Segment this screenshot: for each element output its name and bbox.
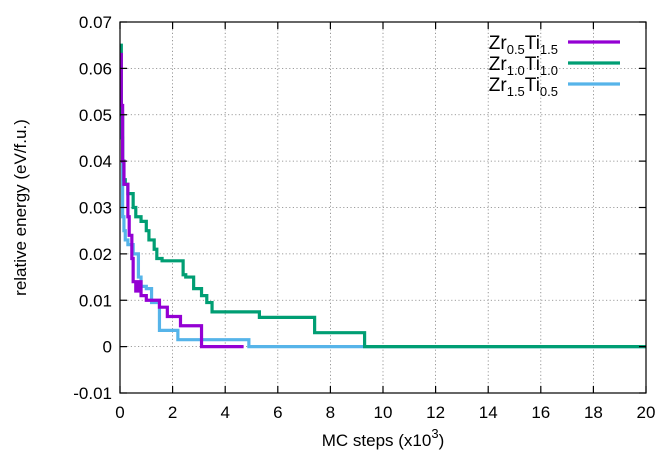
y-tick-label: 0.03 bbox=[79, 199, 112, 218]
x-tick-label: 18 bbox=[584, 403, 603, 422]
legend-label: Zr1.0Ti1.0 bbox=[489, 54, 558, 78]
x-tick-label: 12 bbox=[426, 403, 445, 422]
x-tick-label: 6 bbox=[273, 403, 282, 422]
x-tick-label: 20 bbox=[637, 403, 656, 422]
legend-item-2: Zr1.0Ti1.0 bbox=[489, 54, 620, 78]
y-axis-label: relative energy (eV/f.u.) bbox=[11, 119, 30, 296]
x-tick-label: 0 bbox=[115, 403, 124, 422]
y-tick-label: 0.07 bbox=[79, 13, 112, 32]
legend-item-3: Zr1.5Ti0.5 bbox=[489, 75, 620, 99]
ticks bbox=[119, 21, 647, 394]
y-tick-label: 0.04 bbox=[79, 152, 112, 171]
x-tick-label: 10 bbox=[374, 403, 393, 422]
x-tick-label: 14 bbox=[479, 403, 498, 422]
x-axis-label: MC steps (x103) bbox=[322, 426, 445, 450]
x-tick-label: 2 bbox=[168, 403, 177, 422]
y-tick-label: 0.01 bbox=[79, 291, 112, 310]
series-line-1 bbox=[120, 52, 244, 349]
grid bbox=[120, 22, 646, 393]
legend-label: Zr1.5Ti0.5 bbox=[489, 75, 558, 99]
series-group bbox=[120, 43, 646, 349]
x-tick-label: 4 bbox=[220, 403, 229, 422]
y-tick-label: 0 bbox=[103, 338, 112, 357]
legend-label: Zr0.5Ti1.5 bbox=[489, 33, 558, 57]
x-tick-label: 8 bbox=[326, 403, 335, 422]
y-tick-label: 0.05 bbox=[79, 106, 112, 125]
y-tick-label: -0.01 bbox=[73, 384, 112, 403]
series-line-3 bbox=[120, 89, 646, 349]
y-tick-label: 0.02 bbox=[79, 245, 112, 264]
legend-item-1: Zr0.5Ti1.5 bbox=[489, 33, 620, 57]
x-tick-label: 16 bbox=[531, 403, 550, 422]
y-tick-label: 0.06 bbox=[79, 59, 112, 78]
